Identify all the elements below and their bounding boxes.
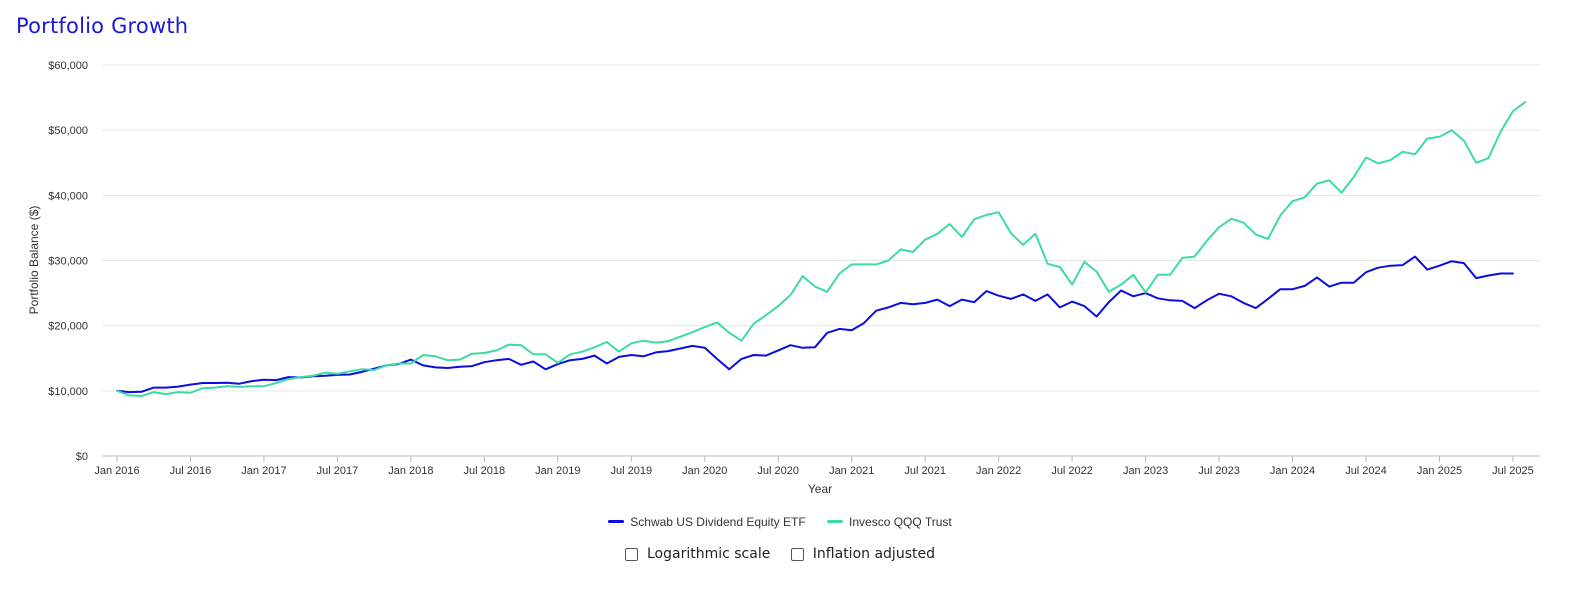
y-tick-label: $40,000 bbox=[48, 190, 88, 202]
x-tick-label: Jan 2023 bbox=[1123, 465, 1168, 477]
legend-label-schwab: Schwab US Dividend Equity ETF bbox=[630, 514, 806, 529]
chart-title: Portfolio Growth bbox=[16, 14, 189, 38]
x-tick-label: Jan 2019 bbox=[535, 465, 580, 477]
y-axis-title: Portfolio Balance ($) bbox=[27, 206, 41, 315]
x-tick-label: Jul 2017 bbox=[317, 465, 359, 477]
y-tick-label: $30,000 bbox=[48, 256, 88, 268]
x-tick-label: Jul 2018 bbox=[464, 465, 506, 477]
x-tick-label: Jan 2025 bbox=[1417, 465, 1462, 477]
series-layer bbox=[116, 101, 1527, 397]
y-tick-label: $50,000 bbox=[48, 125, 88, 137]
x-tick-label: Jan 2016 bbox=[94, 465, 139, 477]
x-tick-label: Jan 2022 bbox=[976, 465, 1021, 477]
x-tick-label: Jan 2018 bbox=[388, 465, 433, 477]
inflation-label: Inflation adjusted bbox=[812, 546, 935, 562]
x-tick-label: Jul 2019 bbox=[610, 465, 652, 477]
log-scale-option[interactable]: Logarithmic scale bbox=[625, 546, 770, 562]
x-tick-label: Jul 2020 bbox=[757, 465, 799, 477]
x-tick-label: Jan 2024 bbox=[1270, 465, 1315, 477]
log-scale-checkbox[interactable] bbox=[625, 547, 638, 561]
legend-label-qqq: Invesco QQQ Trust bbox=[849, 514, 952, 529]
x-tick-label: Jul 2021 bbox=[904, 465, 946, 477]
y-tick-label: $60,000 bbox=[48, 60, 88, 72]
legend-item-qqq[interactable]: Invesco QQQ Trust bbox=[827, 515, 952, 529]
series-line-qqq bbox=[116, 101, 1527, 397]
inflation-checkbox[interactable] bbox=[790, 547, 804, 561]
x-axis-title: Year bbox=[808, 482, 832, 496]
legend-swatch-schwab bbox=[608, 520, 625, 523]
x-tick-label: Jan 2021 bbox=[829, 465, 874, 477]
axis-layer: $0 $10,000 $20,000 $30,000 $40,000 $50,000 $60… bbox=[48, 60, 1533, 477]
chart-options: Logarithmic scale Inflation adjusted bbox=[0, 546, 1560, 565]
legend-item-schwab[interactable]: Schwab US Dividend Equity ETF bbox=[608, 514, 806, 529]
portfolio-growth-chart: $0 $10,000 $20,000 $30,000 $40,000 $50,000 $60… bbox=[27, 60, 1540, 496]
legend-swatch-qqq bbox=[827, 520, 844, 523]
y-tick-label: $10,000 bbox=[48, 386, 88, 398]
y-tick-label: $20,000 bbox=[48, 321, 88, 333]
x-tick-label: Jul 2023 bbox=[1198, 465, 1240, 477]
chart-legend: Schwab US Dividend Equity ETF Invesco QQ… bbox=[0, 512, 1560, 529]
grid-layer bbox=[102, 64, 1540, 457]
x-tick-label: Jul 2025 bbox=[1492, 465, 1534, 477]
y-tick-label: $0 bbox=[76, 451, 88, 463]
x-tick-label: Jan 2020 bbox=[682, 465, 727, 477]
x-tick-label: Jul 2016 bbox=[170, 465, 212, 477]
log-scale-label: Logarithmic scale bbox=[647, 546, 771, 562]
series-line-schwab bbox=[116, 255, 1514, 394]
inflation-option[interactable]: Inflation adjusted bbox=[790, 546, 935, 562]
x-tick-label: Jul 2024 bbox=[1345, 465, 1387, 477]
x-tick-label: Jan 2017 bbox=[241, 465, 286, 477]
x-tick-label: Jul 2022 bbox=[1051, 465, 1093, 477]
